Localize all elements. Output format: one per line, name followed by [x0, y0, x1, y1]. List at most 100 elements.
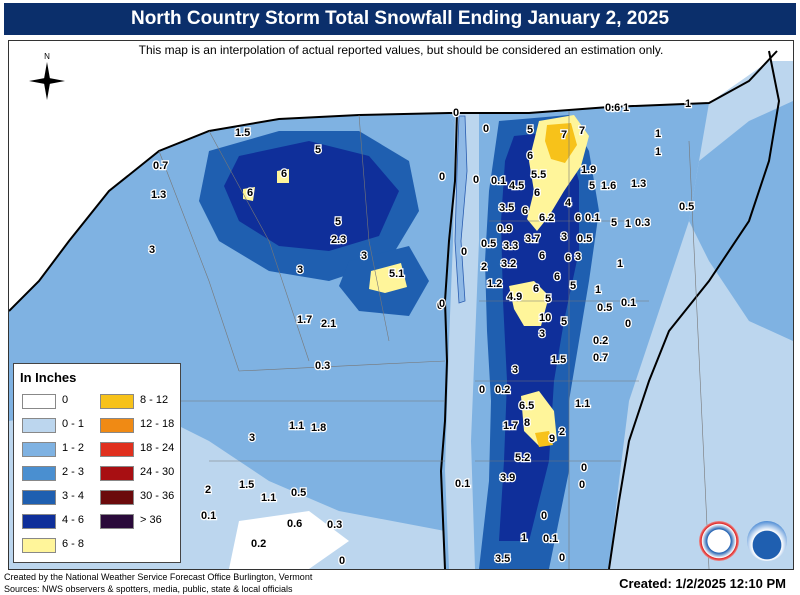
snowfall-value-label: 0.1	[455, 478, 470, 490]
legend-label: 1 - 2	[62, 442, 85, 454]
snowfall-value-label: 3.3	[503, 240, 518, 252]
map-title: North Country Storm Total Snowfall Endin…	[4, 3, 796, 35]
legend-item: 2 - 3	[22, 464, 102, 482]
snowfall-value-label: 2.1	[321, 318, 336, 330]
nws-logo	[699, 521, 739, 561]
snowfall-value-label: 0.3	[327, 519, 342, 531]
legend-item: 0 - 1	[22, 416, 102, 434]
snowfall-value-label: 0.5	[679, 201, 694, 213]
compass-icon: N	[27, 49, 67, 101]
snowfall-value-label: 7	[579, 125, 585, 137]
lake-champlain	[454, 115, 468, 304]
snowfall-value-label: 3.9	[500, 472, 515, 484]
snowfall-value-label: 1	[595, 284, 601, 296]
snowfall-value-label: 3.5	[495, 553, 510, 565]
legend-label: 24 - 30	[140, 466, 175, 478]
snowfall-value-label: 6	[554, 271, 560, 283]
snowfall-value-label: 1.8	[311, 422, 326, 434]
snow-6-8-central	[509, 281, 549, 326]
champlain-valley	[445, 113, 479, 569]
title-bar: North Country Storm Total Snowfall Endin…	[0, 0, 800, 38]
created-timestamp: Created: 1/2/2025 12:10 PM	[619, 576, 786, 591]
canada-region	[9, 61, 769, 311]
snowfall-value-label: 0.1	[201, 510, 216, 522]
snowfall-value-label: 3	[539, 328, 545, 340]
snowfall-value-label: 1.3	[151, 189, 166, 201]
legend-swatch	[100, 418, 134, 433]
snowfall-value-label: 0.9	[497, 223, 512, 235]
snowfall-value-label: 0.5	[597, 302, 612, 314]
snowfall-value-label: 1	[625, 218, 631, 230]
snowfall-value-label: 6	[565, 252, 571, 264]
snowfall-value-label: 5.5	[531, 169, 546, 181]
legend-label: 30 - 36	[140, 490, 175, 502]
legend-item: 1 - 2	[22, 440, 102, 458]
snowfall-value-label: 0.2	[593, 335, 608, 347]
snowfall-value-label: 1.3	[631, 178, 646, 190]
snowfall-value-label: 0	[581, 462, 587, 474]
snowfall-value-label: 5	[570, 280, 576, 292]
snowfall-value-label: 1	[655, 128, 661, 140]
snowfall-value-label: 0.6	[287, 518, 302, 530]
snowfall-value-label: 0	[625, 318, 631, 330]
snowfall-value-label: 6	[281, 168, 287, 180]
snowfall-value-label: 0.5	[291, 487, 306, 499]
snowfall-value-label: 0.1	[543, 533, 558, 545]
legend-label: 8 - 12	[140, 394, 169, 406]
noaa-logo	[747, 521, 787, 561]
legend-title: In Inches	[20, 370, 77, 385]
snowfall-value-label: 6	[534, 187, 540, 199]
snowfall-value-label: 4	[565, 197, 572, 209]
snowfall-value-label: 1	[521, 532, 527, 544]
snowfall-value-label: 0.1	[491, 175, 506, 187]
snowfall-value-label: 2	[481, 261, 487, 273]
snowfall-value-label: 0.1	[621, 297, 636, 309]
legend-swatch	[22, 394, 56, 409]
snowfall-value-label: 1.5	[235, 127, 250, 139]
snowfall-value-label: 1.1	[575, 398, 590, 410]
snowfall-value-label: 0.5	[481, 238, 496, 250]
snowfall-value-label: 9	[549, 433, 555, 445]
snowfall-value-label: 1.5	[551, 354, 566, 366]
snowfall-value-label: 3	[249, 432, 255, 444]
ny-south-zero	[229, 511, 349, 569]
snowfall-value-label: 6.5	[519, 400, 534, 412]
snowfall-value-label: 0	[479, 384, 485, 396]
legend-label: 3 - 4	[62, 490, 85, 502]
credit-line-1: Created by the National Weather Service …	[4, 572, 313, 582]
adirondack-core	[224, 141, 399, 251]
legend-item: 18 - 24	[100, 440, 180, 458]
snowfall-value-label: 3	[297, 264, 303, 276]
legend-swatch	[100, 466, 134, 481]
snowfall-value-label: 1.7	[503, 420, 518, 432]
legend-item: > 36	[100, 512, 180, 530]
green-mountains-core	[499, 131, 579, 541]
snowfall-value-label: 0	[461, 246, 467, 258]
legend-item: 12 - 18	[100, 416, 180, 434]
snowfall-value-label: 1.9	[581, 164, 596, 176]
snowfall-value-label: 0.3	[315, 360, 330, 372]
snowfall-value-label: 7	[561, 129, 567, 141]
snowfall-value-label: 3	[361, 250, 367, 262]
snowfall-value-label: 6	[539, 250, 545, 262]
legend-swatch	[100, 514, 134, 529]
snowfall-value-label: 6	[575, 212, 581, 224]
snowfall-value-label: 5	[527, 124, 533, 136]
legend-label: 12 - 18	[140, 418, 175, 430]
legend-label: > 36	[140, 514, 162, 526]
snowfall-value-label: 5	[545, 293, 551, 305]
snowfall-value-label: 0.2	[251, 538, 266, 550]
legend-label: 0 - 1	[62, 418, 85, 430]
snowfall-value-label: 1.7	[297, 314, 312, 326]
legend-label: 0	[62, 394, 69, 406]
legend-label: 18 - 24	[140, 442, 175, 454]
snowfall-value-label: 5.1	[389, 268, 404, 280]
snowfall-value-label: 6	[527, 150, 533, 162]
snowfall-value-label: 0.7	[593, 352, 608, 364]
snowfall-value-label: 2	[205, 484, 211, 496]
snowfall-value-label: 0.5	[577, 233, 592, 245]
snowfall-value-label: 6	[247, 187, 253, 199]
snowfall-value-label: 0	[439, 298, 445, 310]
